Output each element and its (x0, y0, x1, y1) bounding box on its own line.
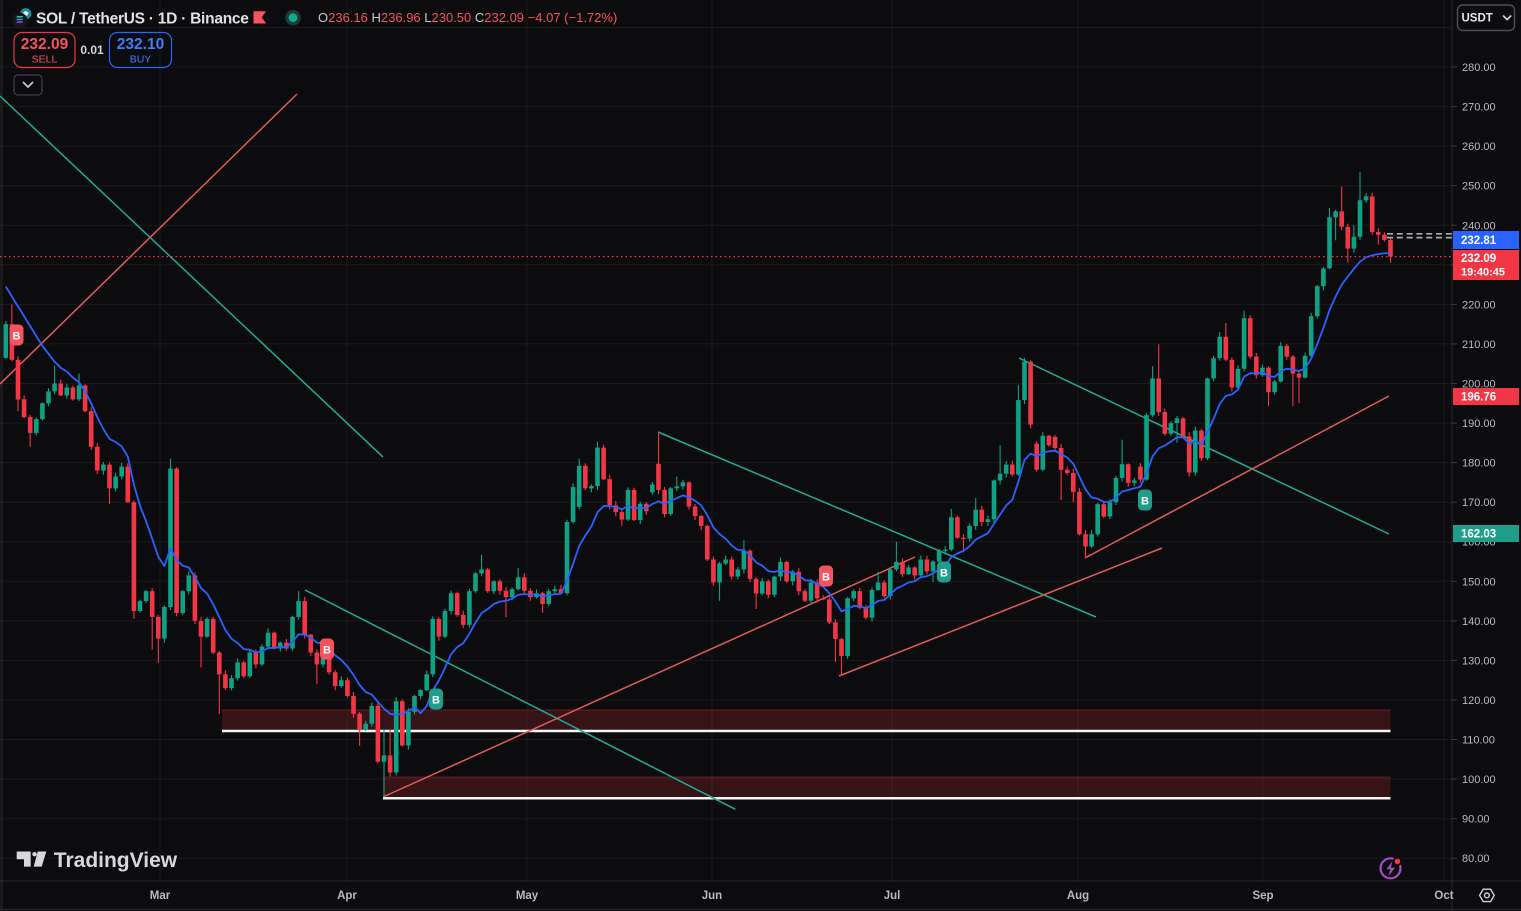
svg-text:210.00: 210.00 (1462, 339, 1496, 351)
svg-text:B: B (432, 695, 440, 707)
svg-text:232.09: 232.09 (1461, 253, 1496, 265)
svg-text:Jun: Jun (702, 890, 722, 902)
svg-text:Apr: Apr (337, 890, 357, 902)
svg-text:BUY: BUY (130, 54, 152, 66)
svg-text:B: B (13, 331, 21, 343)
svg-text:Oct: Oct (1434, 890, 1453, 902)
svg-text:TradingView: TradingView (54, 849, 178, 872)
svg-text:B: B (1141, 496, 1149, 508)
svg-text:200.00: 200.00 (1462, 379, 1496, 391)
svg-text:Mar: Mar (150, 890, 171, 902)
svg-text:190.00: 190.00 (1462, 418, 1496, 430)
svg-text:B: B (940, 568, 948, 580)
svg-text:150.00: 150.00 (1462, 576, 1496, 588)
svg-text:162.03: 162.03 (1461, 529, 1496, 541)
svg-text:130.00: 130.00 (1462, 655, 1496, 667)
svg-text:140.00: 140.00 (1462, 616, 1496, 628)
svg-text:270.00: 270.00 (1462, 102, 1496, 114)
svg-text:232.10: 232.10 (117, 36, 164, 53)
svg-text:180.00: 180.00 (1462, 458, 1496, 470)
svg-text:196.76: 196.76 (1461, 392, 1496, 404)
svg-text:80.00: 80.00 (1462, 853, 1490, 865)
svg-text:SOL / TetherUS · 1D · Binance: SOL / TetherUS · 1D · Binance (36, 11, 249, 28)
svg-text:220.00: 220.00 (1462, 299, 1496, 311)
svg-text:B: B (822, 572, 830, 584)
svg-text:19:40:45: 19:40:45 (1461, 266, 1505, 278)
svg-text:120.00: 120.00 (1462, 695, 1496, 707)
svg-text:B: B (323, 645, 331, 657)
svg-text:232.81: 232.81 (1461, 235, 1497, 247)
svg-text:USDT: USDT (1462, 13, 1493, 25)
svg-text:250.00: 250.00 (1462, 181, 1496, 193)
svg-text:280.00: 280.00 (1462, 62, 1496, 74)
svg-text:0.01: 0.01 (80, 43, 104, 57)
svg-text:240.00: 240.00 (1462, 220, 1496, 232)
svg-text:260.00: 260.00 (1462, 141, 1496, 153)
svg-text:Sep: Sep (1252, 890, 1273, 902)
svg-text:170.00: 170.00 (1462, 497, 1496, 509)
svg-text:110.00: 110.00 (1462, 735, 1495, 747)
svg-text:May: May (516, 890, 539, 902)
svg-text:Aug: Aug (1067, 890, 1089, 902)
svg-text:100.00: 100.00 (1462, 774, 1496, 786)
svg-text:Jul: Jul (884, 890, 901, 902)
svg-text:SELL: SELL (32, 54, 58, 66)
svg-text:90.00: 90.00 (1462, 814, 1490, 826)
svg-text:O236.16 H236.96 L230.50 C232.0: O236.16 H236.96 L230.50 C232.09 −4.07 (−… (318, 10, 617, 25)
svg-text:232.09: 232.09 (21, 36, 69, 53)
